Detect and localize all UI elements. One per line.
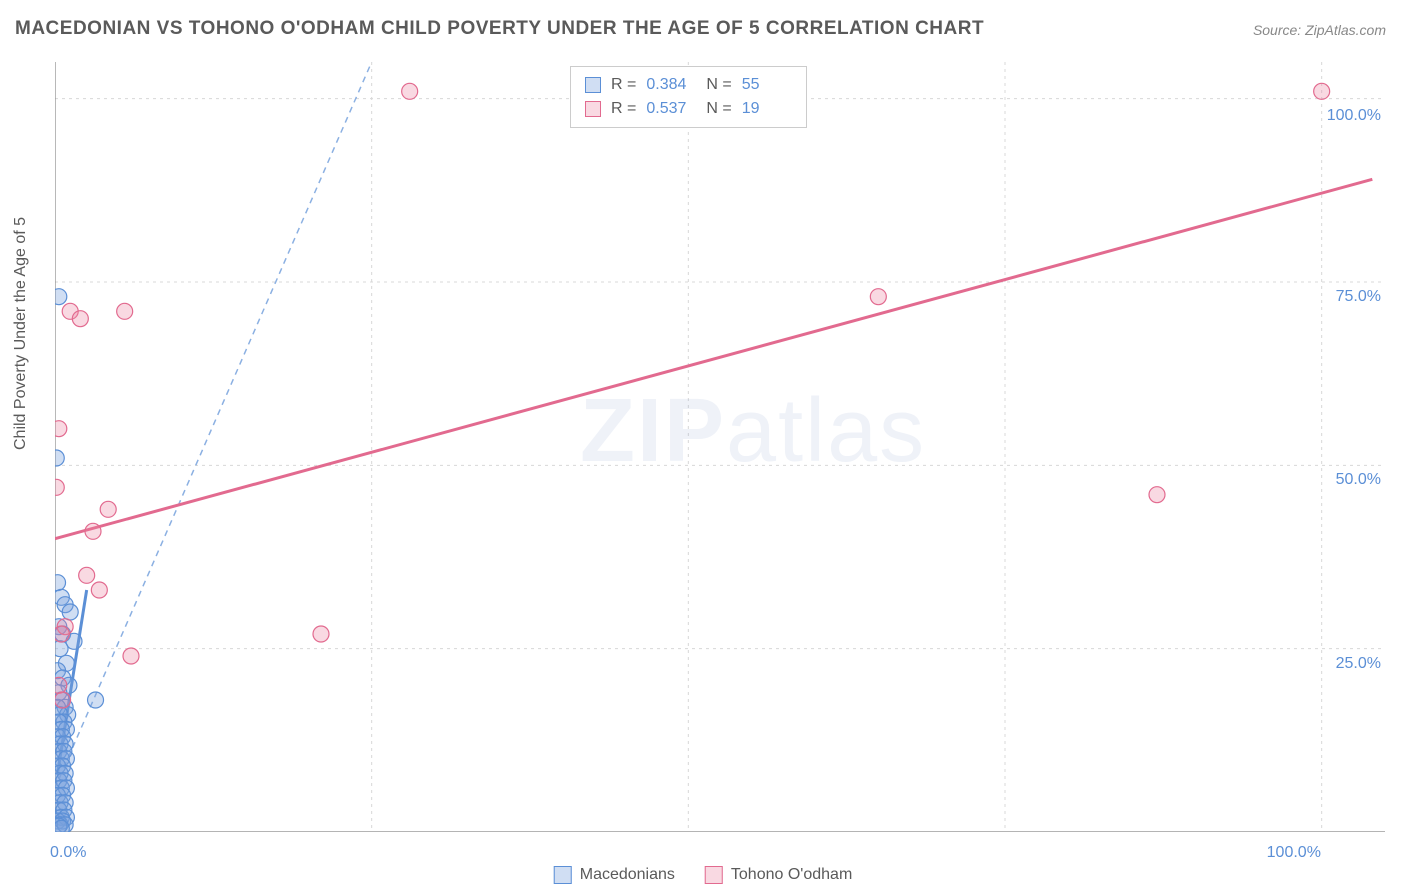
- legend: Macedonians Tohono O'odham: [554, 866, 853, 884]
- stats-r-label: R =: [611, 73, 636, 97]
- stats-r-value: 0.384: [646, 73, 696, 97]
- stats-row: R = 0.384 N = 55: [585, 73, 792, 97]
- stats-n-label: N =: [706, 97, 731, 121]
- plot-svg: [55, 62, 1385, 832]
- y-tick-label: 25.0%: [1336, 655, 1381, 673]
- stats-r-label: R =: [611, 97, 636, 121]
- chart-title: MACEDONIAN VS TOHONO O'ODHAM CHILD POVER…: [15, 18, 984, 40]
- correlation-chart: MACEDONIAN VS TOHONO O'ODHAM CHILD POVER…: [0, 0, 1406, 892]
- stats-swatch: [585, 101, 601, 117]
- legend-swatch: [554, 866, 572, 884]
- stats-box: R = 0.384 N = 55 R = 0.537 N = 19: [570, 66, 807, 128]
- legend-item: Macedonians: [554, 866, 675, 884]
- stats-n-value: 19: [742, 97, 792, 121]
- stats-swatch: [585, 77, 601, 93]
- legend-swatch: [705, 866, 723, 884]
- legend-label: Tohono O'odham: [731, 866, 852, 884]
- stats-n-value: 55: [742, 73, 792, 97]
- legend-label: Macedonians: [580, 866, 675, 884]
- stats-r-value: 0.537: [646, 97, 696, 121]
- y-tick-label: 100.0%: [1327, 107, 1381, 125]
- x-tick-label: 100.0%: [1267, 844, 1321, 862]
- y-axis-label: Child Poverty Under the Age of 5: [12, 217, 30, 450]
- y-tick-label: 50.0%: [1336, 471, 1381, 489]
- stats-row: R = 0.537 N = 19: [585, 97, 792, 121]
- x-tick-label: 0.0%: [50, 844, 86, 862]
- stats-n-label: N =: [706, 73, 731, 97]
- y-tick-label: 75.0%: [1336, 288, 1381, 306]
- source-attribution: Source: ZipAtlas.com: [1253, 22, 1386, 38]
- legend-item: Tohono O'odham: [705, 866, 852, 884]
